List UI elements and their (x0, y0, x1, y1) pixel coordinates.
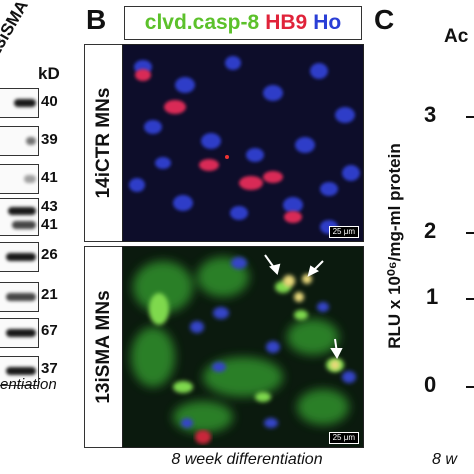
panel-b-caption: 8 week differentiation (171, 451, 323, 468)
y-tick-mark (466, 298, 474, 300)
panel-a-caption: entiation (0, 376, 57, 393)
panel-letter-b: B (86, 4, 107, 35)
kd-value: 41 (41, 169, 58, 186)
kd-header: kD (38, 64, 60, 83)
legend-casp8: clvd.casp-8 (144, 11, 260, 34)
western-blot-strip (0, 88, 39, 118)
panel-c-caption: 8 w (432, 451, 457, 468)
y-tick-mark (466, 386, 474, 388)
kd-value: 21 (41, 286, 58, 303)
y-tick-mark (466, 116, 474, 118)
western-blot-strip (0, 164, 39, 194)
y-tick-mark (466, 232, 474, 234)
legend-hb9: HB9 (265, 11, 308, 34)
row-label: 13iSMA MNs (93, 290, 114, 404)
scale-bar: 25 μm (328, 226, 359, 238)
micrograph-image (123, 247, 363, 447)
row-label-box: 13iSMA MNs (84, 246, 124, 448)
western-blot-strip (0, 126, 39, 156)
y-tick-label: 2 (424, 218, 437, 243)
micrograph-image (123, 45, 363, 241)
western-blot-strip (0, 242, 39, 272)
kd-value: 39 (41, 131, 58, 148)
legend-ho: Ho (313, 11, 342, 34)
kd-value: 40 (41, 93, 58, 110)
row-label: 14iCTR MNs (93, 87, 114, 199)
kd-value: 43 (41, 198, 58, 215)
western-blot-strip (0, 318, 39, 348)
lane-label: 13iSMA (0, 0, 32, 60)
kd-value: 67 (41, 322, 58, 339)
y-tick-label: 0 (424, 372, 437, 397)
y-tick-label: 3 (424, 102, 437, 127)
micrograph-control: 25 μm (122, 44, 364, 242)
western-blot-strip (0, 282, 39, 312)
scale-bar: 25 μm (328, 432, 359, 444)
kd-value: 37 (41, 360, 58, 377)
western-blot-strip (0, 356, 39, 386)
stain-legend: clvd.casp-8 HB9 Ho (124, 6, 362, 40)
micrograph-sma: 25 μm (122, 246, 364, 448)
western-blot-strip (0, 198, 39, 236)
row-label-box: 14iCTR MNs (84, 44, 124, 242)
panel-letter-c: C (374, 4, 395, 35)
panel-c-header: Ac (444, 26, 469, 47)
kd-value: 41 (41, 216, 58, 233)
y-axis-label: RLU x 10⁰⁶/mg-ml protein (385, 143, 404, 349)
kd-value: 26 (41, 246, 58, 263)
y-tick-label: 1 (426, 284, 439, 309)
